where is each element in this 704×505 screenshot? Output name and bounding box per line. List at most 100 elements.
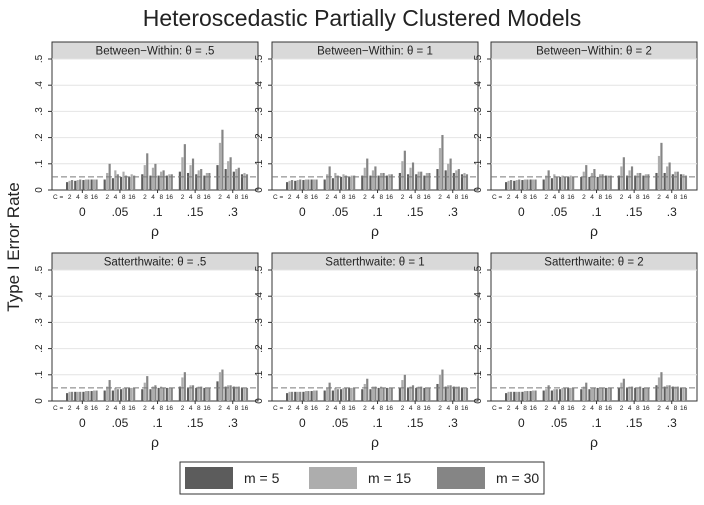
bar bbox=[183, 144, 186, 190]
rho-tick-label: .05 bbox=[112, 205, 129, 219]
y-tick-label: .5 bbox=[473, 265, 484, 274]
c-tick-label: 2 bbox=[545, 194, 549, 201]
bar bbox=[572, 176, 575, 190]
bar bbox=[154, 385, 157, 401]
c-tick-label: 2 bbox=[288, 194, 292, 201]
bar bbox=[682, 174, 685, 190]
c-tick-label: 2 bbox=[326, 405, 330, 412]
bar bbox=[312, 390, 316, 401]
c-tick-label: 4 bbox=[628, 405, 632, 412]
y-tick-label: .4 bbox=[254, 292, 265, 301]
rho-tick-label: 0 bbox=[299, 416, 306, 430]
bar bbox=[647, 174, 650, 190]
bar bbox=[240, 387, 244, 401]
bar bbox=[550, 390, 553, 401]
bar bbox=[103, 390, 106, 401]
c-tick-label: 8 bbox=[379, 405, 383, 412]
c-tick-label: 8 bbox=[598, 194, 602, 201]
c-tick-label: 16 bbox=[311, 194, 319, 201]
c-axis-prefix: C = bbox=[53, 194, 64, 201]
bar bbox=[130, 387, 133, 401]
legend-swatch bbox=[309, 467, 357, 489]
bar bbox=[639, 172, 642, 190]
y-tick-label: .5 bbox=[254, 265, 265, 274]
c-tick-label: 2 bbox=[143, 405, 147, 412]
bar bbox=[679, 387, 683, 401]
y-tick-label: .5 bbox=[473, 54, 484, 63]
bar bbox=[682, 387, 685, 401]
c-tick-label: 4 bbox=[446, 194, 450, 201]
bar bbox=[596, 176, 599, 190]
c-tick-label: 4 bbox=[334, 194, 338, 201]
bar bbox=[304, 391, 308, 401]
panel-1: Between−Within: θ = .50.1.2.3.4.52 4 8 1602… bbox=[34, 41, 259, 239]
c-tick-label: 16 bbox=[241, 405, 249, 412]
bar bbox=[625, 387, 629, 401]
bar bbox=[339, 389, 343, 401]
bar bbox=[130, 174, 133, 190]
bar bbox=[197, 170, 200, 190]
rho-tick-label: .3 bbox=[667, 205, 677, 219]
bar bbox=[229, 157, 232, 190]
plot-area bbox=[51, 269, 259, 402]
bar bbox=[178, 171, 181, 190]
c-tick-label: 8 bbox=[342, 194, 346, 201]
c-tick-label: 16 bbox=[91, 194, 99, 201]
c-tick-label: 16 bbox=[530, 405, 538, 412]
bar bbox=[200, 169, 203, 190]
bar bbox=[455, 170, 458, 190]
bar bbox=[323, 390, 326, 401]
bar bbox=[676, 386, 679, 401]
bar bbox=[342, 387, 345, 401]
bar bbox=[523, 391, 527, 401]
c-tick-label: 4 bbox=[665, 194, 669, 201]
bar bbox=[441, 369, 444, 401]
bar bbox=[463, 387, 466, 401]
bar bbox=[344, 387, 348, 401]
legend: m = 5 m = 15 m = 30 bbox=[179, 461, 545, 495]
bar bbox=[168, 174, 171, 190]
c-tick-label: 2 bbox=[545, 405, 549, 412]
bar bbox=[425, 172, 428, 190]
bar bbox=[286, 182, 289, 190]
y-tick-label: .3 bbox=[34, 107, 45, 116]
bar bbox=[186, 172, 190, 190]
y-tick-label: .3 bbox=[34, 318, 45, 327]
bar bbox=[353, 387, 356, 401]
bar bbox=[403, 374, 406, 401]
bar bbox=[103, 179, 106, 190]
bar bbox=[668, 385, 671, 401]
bar bbox=[436, 383, 439, 401]
bar bbox=[294, 391, 297, 401]
bar bbox=[82, 391, 85, 401]
bar bbox=[111, 390, 114, 401]
y-tick-label: .2 bbox=[473, 133, 484, 142]
bar bbox=[205, 172, 208, 190]
bar bbox=[601, 387, 604, 401]
bar bbox=[428, 387, 431, 401]
bar bbox=[411, 385, 415, 401]
bar bbox=[195, 174, 198, 190]
bar bbox=[513, 180, 516, 190]
bar bbox=[515, 180, 518, 190]
bar bbox=[521, 180, 524, 190]
bar bbox=[526, 179, 529, 190]
bar bbox=[599, 174, 602, 190]
bar bbox=[296, 180, 299, 190]
bar bbox=[162, 170, 165, 190]
c-tick-label: 2 bbox=[657, 405, 661, 412]
bar bbox=[310, 179, 313, 190]
c-tick-label: 4 bbox=[515, 405, 519, 412]
c-tick-label: 16 bbox=[642, 194, 650, 201]
bar bbox=[227, 385, 230, 401]
c-tick-label: 8 bbox=[342, 405, 346, 412]
bar bbox=[593, 169, 596, 190]
bar bbox=[679, 174, 683, 190]
c-tick-label: 16 bbox=[423, 194, 431, 201]
bar bbox=[304, 179, 308, 190]
bar bbox=[149, 175, 152, 190]
bar bbox=[518, 179, 521, 190]
bar bbox=[415, 174, 418, 190]
